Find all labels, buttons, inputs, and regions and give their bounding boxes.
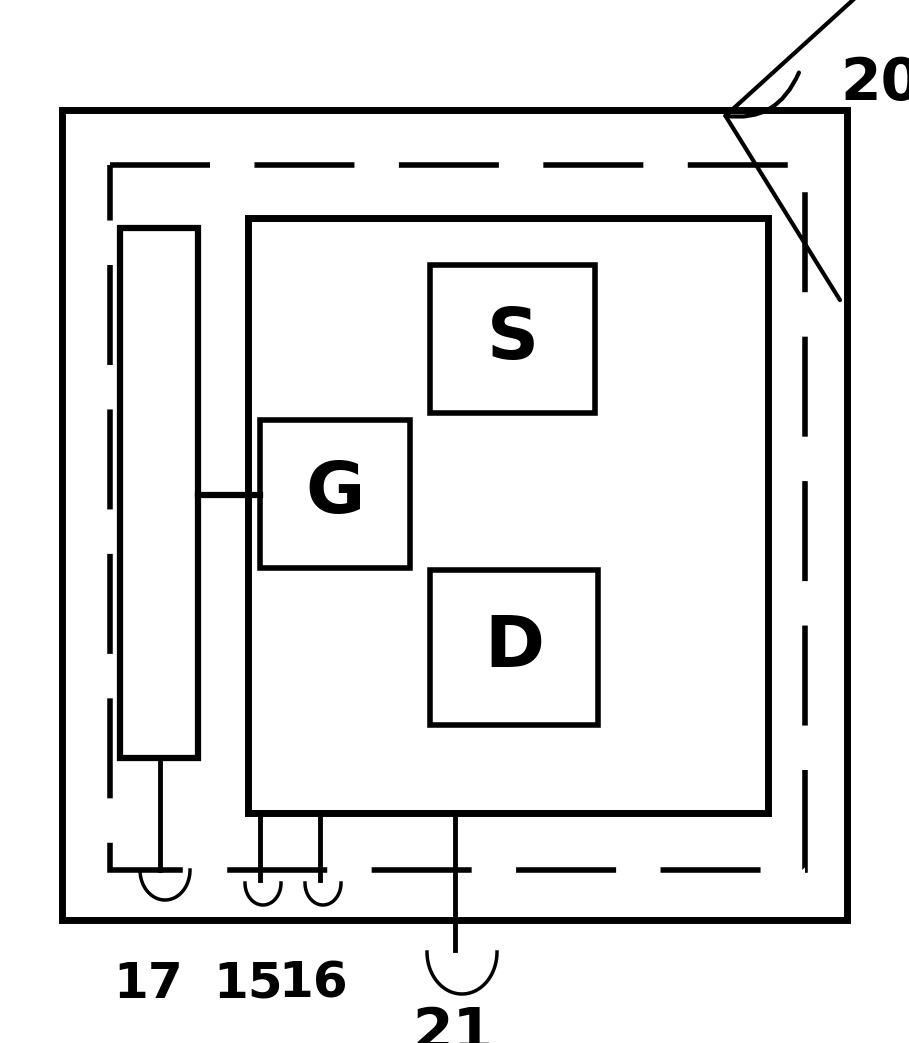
Text: G: G <box>305 460 365 529</box>
Bar <box>110 165 805 870</box>
Bar <box>248 218 768 812</box>
Text: 17: 17 <box>113 960 183 1008</box>
Bar <box>260 420 410 568</box>
Text: S: S <box>486 305 538 373</box>
Text: D: D <box>484 613 544 682</box>
Bar <box>430 265 595 413</box>
Bar <box>430 571 598 725</box>
Text: 21: 21 <box>413 1005 494 1043</box>
Text: 15: 15 <box>214 960 283 1008</box>
Bar <box>62 110 847 920</box>
Text: 20: 20 <box>840 55 909 112</box>
Bar <box>120 228 198 758</box>
Text: 16: 16 <box>278 960 348 1008</box>
